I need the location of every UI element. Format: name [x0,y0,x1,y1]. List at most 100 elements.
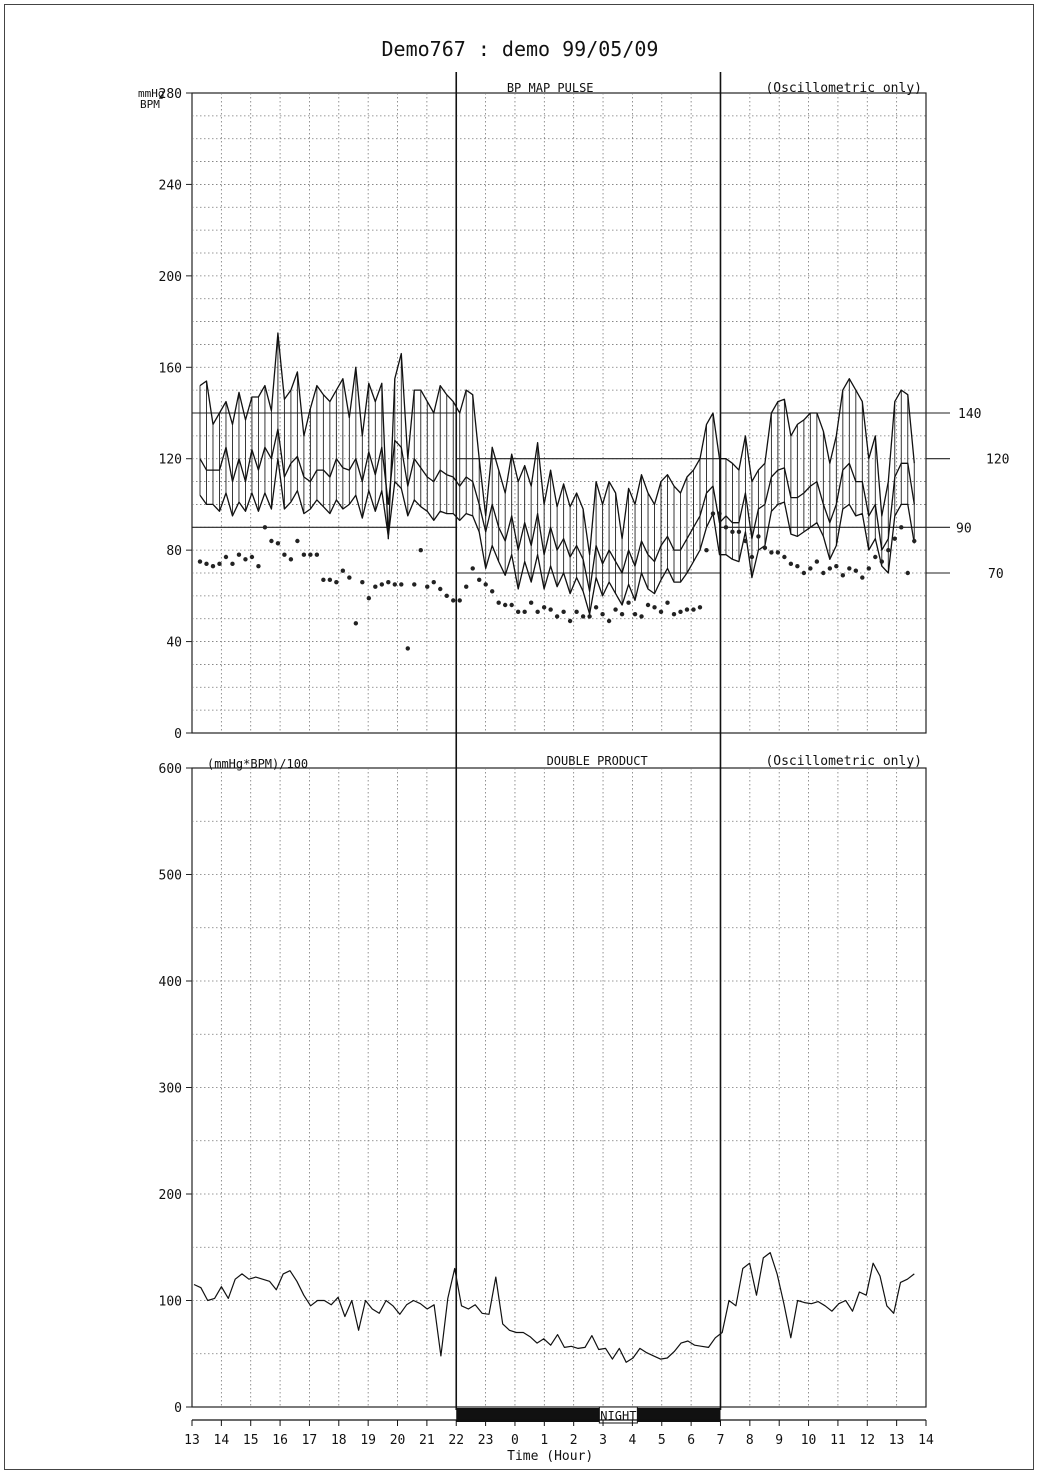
pulse-point [879,559,884,564]
pulse-point [496,600,501,605]
x-tick-label: 2 [570,1433,578,1448]
pulse-point [366,595,372,601]
x-tick-label: 13 [889,1433,905,1448]
pulse-point [489,589,495,594]
pulse-point [548,607,553,612]
pulse-point [639,614,644,619]
pulse-point [554,614,560,619]
x-tick-label: 5 [658,1433,666,1448]
x-tick-label: 15 [243,1433,259,1448]
bp-panel-ytick-label: 40 [166,636,182,651]
pulse-point [892,536,897,541]
x-tick-label: 10 [801,1433,817,1448]
pulse-point [671,611,677,617]
panel-title-bp: BP MAP PULSE [507,81,594,95]
pulse-point [808,566,813,571]
night-bar [456,1408,721,1422]
pulse-point [730,529,735,535]
pulse-point [327,577,333,583]
pulse-point [405,646,410,651]
ref-label-140: 140 [958,407,981,422]
pulse-point [769,550,774,555]
pulse-point [223,554,229,560]
pulse-point [853,568,859,573]
pulse-point [814,559,820,564]
pulse-point [288,557,294,562]
dp-panel-ytick-label: 300 [159,1082,182,1097]
x-tick-label: 3 [599,1433,607,1448]
pulse-point [749,554,755,560]
pulse-point [412,582,417,587]
x-tick-label: 6 [687,1433,695,1448]
pulse-point [321,577,326,583]
pulse-point [593,605,599,610]
pulse-point [723,525,729,530]
ylabel-double-product: (mmHg*BPM)/100 [207,757,308,771]
pulse-point [444,593,449,599]
dp-panel-ytick-label: 600 [159,762,182,777]
x-tick-label: 20 [390,1433,406,1448]
pulse-point [840,573,846,578]
x-tick-label: 18 [331,1433,347,1448]
night-label: NIGHT [600,1409,636,1423]
pulse-point [477,577,482,583]
diastolic-line [199,458,915,615]
x-tick-label: 16 [272,1433,288,1448]
pulse-point [632,611,638,617]
pulse-point [204,561,209,567]
pulse-point [665,600,670,605]
pulse-point [418,547,423,553]
x-axis-label: Time (Hour) [507,1449,593,1464]
x-tick-label: 13 [184,1433,200,1448]
pulse-point [392,582,397,587]
x-tick-label: 23 [478,1433,494,1448]
bp-panel-ytick-label: 0 [174,727,182,742]
x-tick-label: 11 [830,1433,846,1448]
x-tick-label: 21 [419,1433,435,1448]
pulse-point [438,586,443,592]
pulse-point [308,552,313,557]
pulse-point [782,554,787,560]
x-tick-label: 14 [918,1433,934,1448]
ref-label-90: 90 [956,521,972,536]
systolic-line [199,332,915,556]
pulse-point [483,582,488,587]
x-tick-label: 1 [540,1433,548,1448]
pulse-point [697,605,703,610]
pulse-point [827,566,833,571]
page-frame [4,4,1034,1470]
pulse-point [658,609,664,615]
pulse-point [587,614,592,619]
bp-panel-ytick-label: 280 [159,87,182,102]
pulse-point [535,609,540,615]
bp-panel-ytick-label: 160 [159,361,182,376]
pulse-point [282,552,287,557]
pulse-point [788,561,794,567]
x-tick-label: 14 [214,1433,230,1448]
pulse-point [314,552,320,557]
panel-note-bottom: (Oscillometric only) [765,754,922,769]
x-tick-label: 0 [511,1433,519,1448]
pulse-point [236,552,242,557]
pulse-point [866,566,872,571]
pulse-point [684,607,690,612]
pulse-point [379,582,385,587]
pulse-point [801,570,807,576]
double-product-line [193,1252,915,1363]
pulse-point [886,547,891,553]
pulse-point [528,600,534,605]
pulse-point [262,525,268,530]
pulse-point [574,609,579,615]
x-tick-label: 8 [746,1433,754,1448]
pulse-point [873,554,878,560]
pulse-point [386,579,391,585]
pulse-point [502,602,508,608]
pulse-point [509,602,514,608]
pulse-point [275,541,281,546]
pulse-point [743,538,748,544]
pulse-point [645,602,651,608]
pulse-point [541,605,547,610]
x-tick-label: 7 [717,1433,725,1448]
